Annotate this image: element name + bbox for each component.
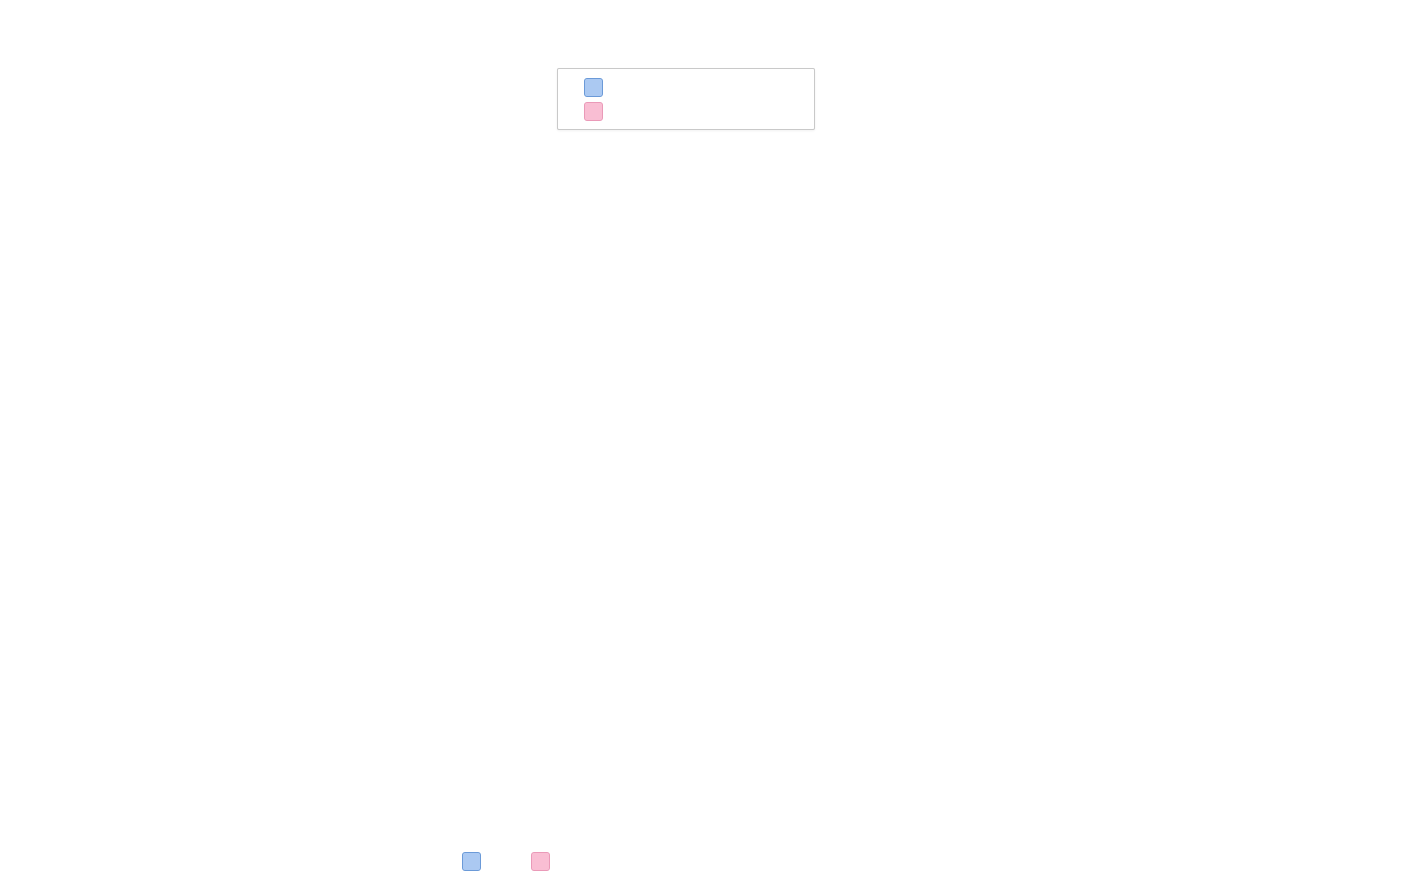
correlation-legend-box — [557, 68, 815, 130]
pink-series-swatch — [584, 101, 603, 121]
series-legend — [462, 852, 588, 871]
swiss-immigrants-swatch — [531, 852, 550, 871]
legend-row-swiss-immigrants — [584, 101, 804, 121]
blue-series-swatch — [584, 77, 603, 97]
legend-row-french-canadians — [584, 77, 804, 97]
french-canadians-swatch — [462, 852, 481, 871]
